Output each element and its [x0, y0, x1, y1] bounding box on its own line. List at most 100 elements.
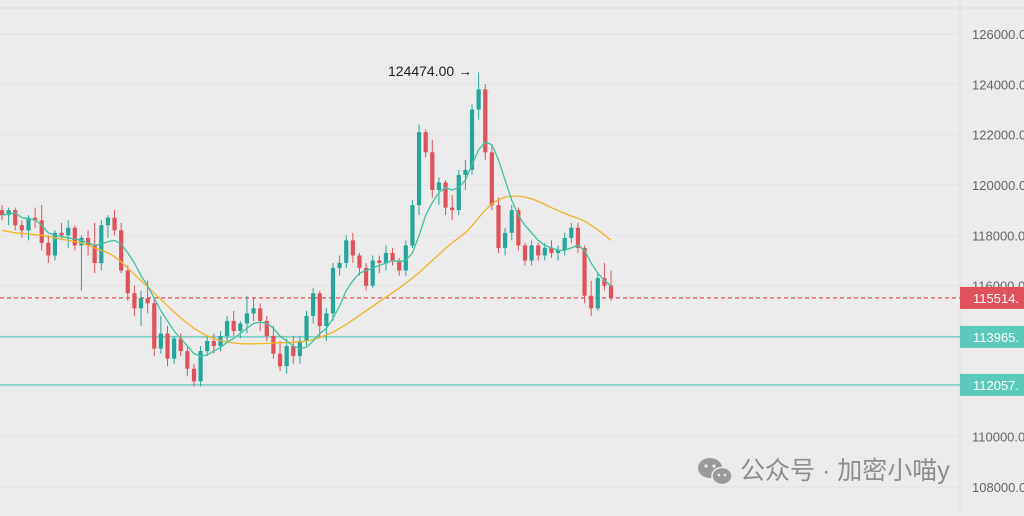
candle-body	[516, 210, 521, 246]
ma-slow-line	[1, 195, 612, 345]
candle-body	[403, 245, 408, 271]
candle-body	[291, 346, 296, 357]
candle-body	[119, 230, 124, 271]
candle-body	[330, 268, 336, 314]
candle-body	[224, 320, 230, 336]
wechat-icon	[698, 458, 733, 486]
price-tag-label: 115514.	[973, 291, 1019, 306]
candle-body	[529, 245, 534, 261]
candle-body	[105, 217, 111, 226]
candle-body	[46, 242, 51, 256]
candle-body	[595, 278, 600, 309]
candle-body	[569, 227, 574, 238]
candle-body	[410, 205, 415, 246]
watermark-text: 公众号 · 加密小喵y	[740, 457, 950, 485]
candle-body	[562, 237, 567, 251]
candle-body	[172, 338, 177, 359]
candle-body	[483, 89, 488, 153]
candle-body	[79, 237, 84, 246]
y-tick-label: 120000.00	[972, 178, 1024, 193]
candle-body	[178, 338, 183, 352]
candle-body	[536, 245, 541, 256]
candle-body	[26, 217, 31, 231]
candle-body	[138, 298, 144, 309]
candle-body	[284, 346, 289, 367]
price-lines-layer	[0, 297, 960, 386]
candle-body	[258, 308, 263, 321]
candle-body	[430, 152, 435, 191]
candle-body	[238, 323, 243, 331]
candle-body	[271, 336, 276, 354]
candle-body	[59, 232, 64, 236]
candle-body	[555, 250, 561, 253]
candle-body	[205, 341, 210, 352]
candle-body	[364, 268, 369, 286]
ma-fast-line	[1, 141, 612, 357]
candle-body	[198, 351, 203, 382]
candle-body	[370, 260, 375, 286]
candle-body	[251, 308, 256, 314]
candle-body	[582, 247, 587, 296]
candle-body	[503, 232, 508, 248]
candle-body	[549, 247, 554, 253]
candle-body	[377, 260, 382, 264]
candle-body	[13, 210, 18, 226]
candle-body	[152, 303, 157, 349]
candle-body	[496, 205, 501, 248]
y-tick-label: 122000.00	[972, 128, 1024, 143]
candle-body	[509, 210, 514, 233]
y-tick-label: 126000.00	[972, 27, 1024, 42]
candle-body	[145, 298, 150, 304]
high-marker-label: 124474.00 →	[388, 63, 472, 79]
candle-body	[92, 245, 97, 264]
candle-body	[66, 227, 71, 236]
y-tick-label: 118000.00	[972, 228, 1024, 243]
candle-body	[6, 210, 11, 216]
candle-body	[397, 260, 402, 271]
candle-body	[231, 320, 236, 331]
candle-body	[264, 320, 269, 336]
candle-body	[39, 220, 44, 243]
candle-body	[33, 217, 38, 221]
watermark: 公众号 · 加密小喵y	[698, 457, 950, 486]
candles-layer	[0, 72, 614, 387]
candle-body	[277, 353, 283, 367]
candle-body	[423, 132, 428, 153]
candle-body	[158, 333, 163, 349]
candle-body	[416, 132, 422, 206]
candle-body	[132, 293, 137, 309]
candle-body	[443, 182, 448, 208]
candle-body	[589, 295, 594, 309]
price-tag	[960, 325, 1024, 348]
candle-body	[317, 293, 322, 326]
candle-body	[324, 313, 329, 326]
candle-body	[469, 109, 475, 170]
candle-body	[575, 227, 581, 248]
candle-body	[344, 240, 349, 264]
candle-body	[476, 89, 481, 110]
price-tag	[960, 373, 1024, 396]
candle-body	[112, 217, 117, 231]
candle-body	[450, 207, 455, 211]
candle-body	[52, 232, 58, 256]
candle-body	[85, 237, 91, 246]
candle-body	[72, 227, 77, 246]
candle-body	[165, 333, 170, 359]
candle-body	[522, 245, 528, 261]
candle-body	[337, 263, 342, 269]
candle-body	[390, 252, 395, 261]
candle-body	[125, 270, 130, 294]
candle-body	[357, 255, 362, 269]
candle-body	[191, 368, 197, 382]
candle-body	[383, 252, 389, 264]
price-tag	[960, 286, 1024, 309]
candle-body	[463, 169, 468, 175]
candle-body	[304, 315, 309, 342]
candle-body	[19, 225, 24, 231]
price-tag-label: 113965.	[973, 330, 1019, 345]
candle-body	[0, 210, 5, 216]
candle-body	[456, 174, 461, 211]
price-tag-label: 112057.	[973, 378, 1019, 393]
